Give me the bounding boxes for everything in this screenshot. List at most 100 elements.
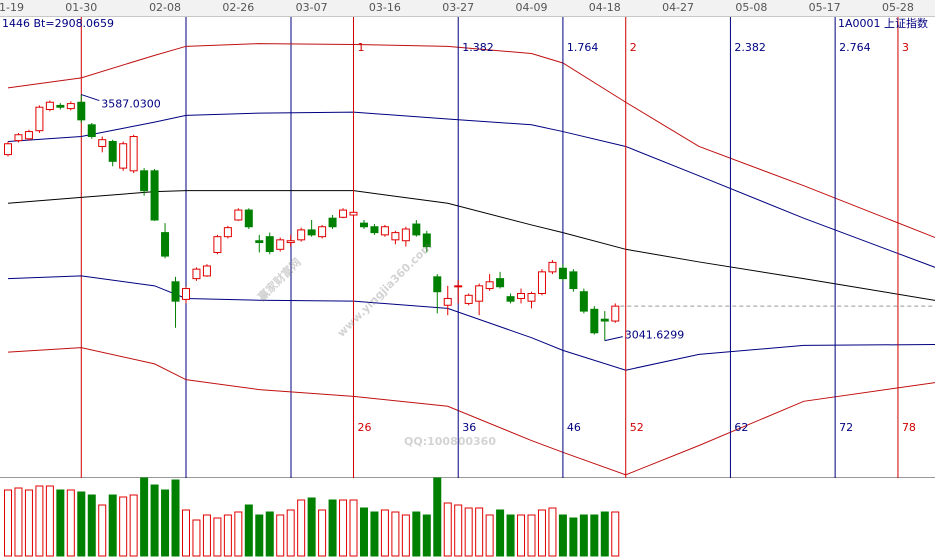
x-tick-label: 05-17 (809, 1, 841, 14)
volume-bar (244, 504, 253, 557)
candle-body (4, 143, 12, 156)
candle-body (590, 308, 599, 334)
candle-body (328, 217, 337, 228)
volume-bar (339, 499, 348, 557)
band-line (7, 111, 935, 268)
candle-body (339, 209, 348, 218)
candle-body (579, 291, 588, 312)
x-tick-label: 03-16 (369, 1, 401, 14)
date-bar (0, 0, 935, 16)
candle-body (517, 293, 526, 299)
volume-bar (192, 519, 201, 557)
x-tick-label: 04-27 (662, 1, 694, 14)
annotation-leader (81, 94, 100, 102)
candle-body (202, 265, 211, 277)
volume-bar (527, 514, 536, 557)
volume-bar (87, 494, 96, 557)
fib-count-label: 26 (358, 421, 372, 434)
candle-body (401, 228, 410, 242)
candle-body (600, 318, 609, 322)
volume-bar (77, 491, 86, 557)
header-right: 1A0001 上证指数 (838, 16, 928, 30)
volume-bar (66, 489, 75, 557)
candle-body (77, 101, 86, 121)
volume-bar (548, 507, 557, 557)
volume-bar (569, 517, 578, 557)
x-tick-label: 04-18 (589, 1, 621, 14)
candle-body (181, 288, 190, 300)
annotation-leader (604, 336, 623, 342)
fib-count-label: 36 (462, 421, 476, 434)
volume-bar (24, 489, 33, 557)
volume-bar (150, 484, 159, 557)
x-tick-label: 01-30 (65, 1, 97, 14)
volume-bar (265, 511, 274, 557)
volume-bar (370, 511, 379, 557)
candle-body (255, 240, 264, 244)
volume-bar (464, 507, 473, 557)
volume-bar (129, 494, 138, 557)
candle-body (558, 267, 567, 280)
candle-body (265, 236, 274, 253)
volume-bar (433, 477, 442, 557)
band-line (7, 347, 935, 476)
candle-body (569, 271, 578, 290)
volume-bar (318, 509, 327, 557)
volume-bar (412, 511, 421, 557)
x-tick-label: 05-28 (882, 1, 914, 14)
volume-bar (14, 487, 23, 557)
band-line (7, 43, 935, 239)
candle-body (443, 297, 452, 306)
x-tick-label: 02-26 (222, 1, 254, 14)
fib-ratio-label: 3 (902, 41, 909, 54)
candle-body (234, 209, 243, 221)
candle-body (611, 305, 620, 322)
volume-bar (161, 489, 170, 557)
volume-bar (119, 496, 128, 557)
candle-body (119, 143, 128, 169)
volume-bar (171, 479, 180, 557)
candle-body (45, 101, 54, 110)
candle-body (412, 223, 421, 236)
volume-bar (506, 514, 515, 557)
fib-ratio-label: 1.382 (462, 41, 494, 54)
candle-body (66, 103, 75, 110)
candle-body (87, 124, 96, 138)
fib-count-label: 52 (630, 421, 644, 434)
volume-bar (359, 507, 368, 557)
x-tick-label: 03-07 (296, 1, 328, 14)
candle-body (506, 296, 515, 302)
candle-body (213, 236, 222, 253)
fib-ratio-label: 2.382 (734, 41, 766, 54)
volume-bar (108, 494, 117, 557)
volume-bar (517, 514, 526, 557)
volume-bar (401, 514, 410, 557)
candle-body (433, 276, 442, 293)
volume-bar (213, 517, 222, 557)
x-tick-label: 04-09 (516, 1, 548, 14)
candle-body (359, 222, 368, 228)
volume-bar (328, 499, 337, 557)
volume-bar (496, 509, 505, 557)
volume-bar (234, 511, 243, 557)
candle-body (98, 139, 107, 147)
volume-bar (223, 514, 232, 557)
volume-bar (475, 507, 484, 557)
candle-body (223, 227, 232, 238)
volume-bar (56, 489, 65, 557)
x-tick-label: 05-08 (735, 1, 767, 14)
candle-body (307, 229, 316, 236)
volume-bar (35, 485, 44, 557)
volume-bar (537, 509, 546, 557)
fib-count-label: 62 (734, 421, 748, 434)
watermark-qq: QQ:100800360 (404, 435, 496, 448)
candle-body (286, 240, 295, 244)
candle-body (527, 293, 536, 302)
candle-body (475, 285, 484, 302)
volume-bar (45, 485, 54, 557)
volume-bar (255, 514, 264, 557)
candle-body (496, 278, 505, 288)
candle-body (485, 281, 494, 290)
